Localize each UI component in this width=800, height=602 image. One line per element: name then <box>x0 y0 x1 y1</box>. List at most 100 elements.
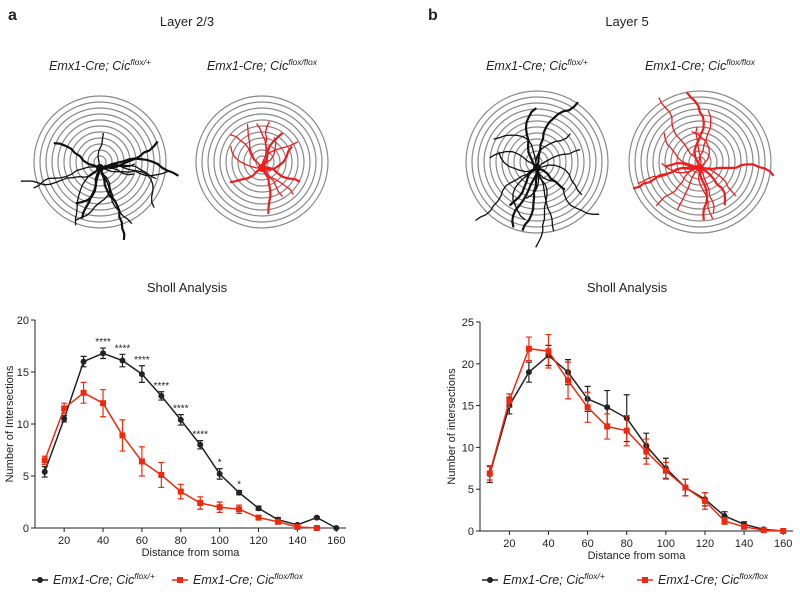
x-tick-label: 20 <box>503 538 515 550</box>
sholl-ring <box>658 120 742 204</box>
dendrite <box>261 167 284 198</box>
sholl-ring <box>33 95 167 229</box>
data-point <box>216 470 223 477</box>
data-point <box>604 404 611 411</box>
genotype-label: Emx1-Cre; Cicflox/flox <box>207 57 318 73</box>
dendrite <box>698 167 709 221</box>
data-point <box>216 504 223 511</box>
label-sup: flox/flox <box>739 571 769 581</box>
dendrite <box>664 161 701 170</box>
dendrite <box>229 167 263 184</box>
dendrite <box>698 110 712 169</box>
dendrite <box>632 166 701 190</box>
dendrite <box>261 132 284 169</box>
dendrite <box>663 132 701 169</box>
sholl-ring <box>477 102 597 222</box>
dendrite <box>699 167 727 206</box>
label-sup: flox/+ <box>134 571 155 581</box>
dendrite <box>98 167 126 240</box>
data-point <box>236 506 243 513</box>
data-point <box>61 405 68 412</box>
data-point <box>584 404 591 411</box>
data-point <box>545 348 552 355</box>
significance: **** <box>192 430 208 441</box>
data-point <box>100 400 107 407</box>
data-point <box>662 467 669 474</box>
sholl-ring <box>207 107 317 217</box>
soma <box>96 164 104 172</box>
x-tick-label: 140 <box>735 538 753 550</box>
genotype-label: Emx1-Cre; Cicflox/+ <box>486 57 588 73</box>
label-sup: flox/flox <box>274 571 304 581</box>
sholl-ring <box>213 113 311 211</box>
sholl-ring <box>483 108 591 216</box>
y-axis-label: Number of Intersections <box>4 365 16 482</box>
label-sup: flox/+ <box>584 571 605 581</box>
legend-label: Emx1-Cre; Cicflox/flox <box>658 571 769 587</box>
series-line <box>489 347 784 532</box>
x-tick-label: 60 <box>136 535 148 547</box>
data-point <box>565 377 572 384</box>
data-point <box>255 505 262 512</box>
data-point <box>177 488 184 495</box>
data-point <box>41 468 48 475</box>
data-point <box>158 471 165 478</box>
sholl-ring <box>225 125 299 199</box>
sholl-ring <box>63 125 137 199</box>
data-point <box>721 517 728 524</box>
label-base: Emx1-Cre; Cic <box>645 59 727 73</box>
significance: * <box>237 480 241 491</box>
label-base: Emx1-Cre; Cic <box>658 573 740 587</box>
data-point <box>486 470 493 477</box>
data-point <box>506 397 513 404</box>
label-base: Emx1-Cre; Cic <box>486 59 568 73</box>
y-tick-label: 5 <box>468 484 474 496</box>
x-tick-label: 100 <box>210 535 228 547</box>
dendrite <box>535 167 548 248</box>
significance: **** <box>154 381 170 392</box>
x-tick-label: 160 <box>327 535 345 547</box>
dendrite <box>97 132 104 169</box>
panel-label: b <box>428 7 438 24</box>
dendrite <box>230 145 263 169</box>
dendrite <box>697 167 714 220</box>
x-tick-label: 140 <box>288 535 306 547</box>
x-axis-label: Distance from soma <box>588 550 687 562</box>
data-point <box>623 427 630 434</box>
data-point <box>274 518 281 525</box>
data-point <box>604 423 611 430</box>
sholl-ring <box>45 107 155 217</box>
sholl-ring <box>507 132 567 192</box>
data-point <box>760 527 767 534</box>
sholl-ring <box>219 119 305 205</box>
data-point <box>197 441 204 448</box>
series-line <box>44 352 337 529</box>
significance: **** <box>95 337 111 348</box>
dendrite <box>99 167 155 208</box>
dendrite <box>493 134 538 169</box>
x-tick-label: 40 <box>97 535 109 547</box>
dendrite <box>256 123 269 169</box>
data-point <box>119 432 126 439</box>
dendrite <box>685 91 705 169</box>
dendrite <box>691 130 711 169</box>
y-tick-label: 0 <box>468 526 474 538</box>
sholl-ring <box>501 126 573 198</box>
dendrite <box>99 167 133 225</box>
y-tick-label: 20 <box>462 359 474 371</box>
dendrite <box>20 167 101 186</box>
sholl-ring <box>652 114 748 210</box>
data-point <box>313 514 320 521</box>
dendrite <box>699 167 737 197</box>
significance: **** <box>134 355 150 366</box>
genotype-label: Emx1-Cre; Cicflox/+ <box>49 57 151 73</box>
sholl-ring <box>640 102 760 222</box>
panel-title: Layer 2/3 <box>160 14 214 29</box>
data-point <box>643 448 650 455</box>
dendrite <box>521 167 539 232</box>
y-tick-label: 10 <box>462 442 474 454</box>
data-point <box>525 369 532 376</box>
sholl-ring <box>664 126 736 198</box>
